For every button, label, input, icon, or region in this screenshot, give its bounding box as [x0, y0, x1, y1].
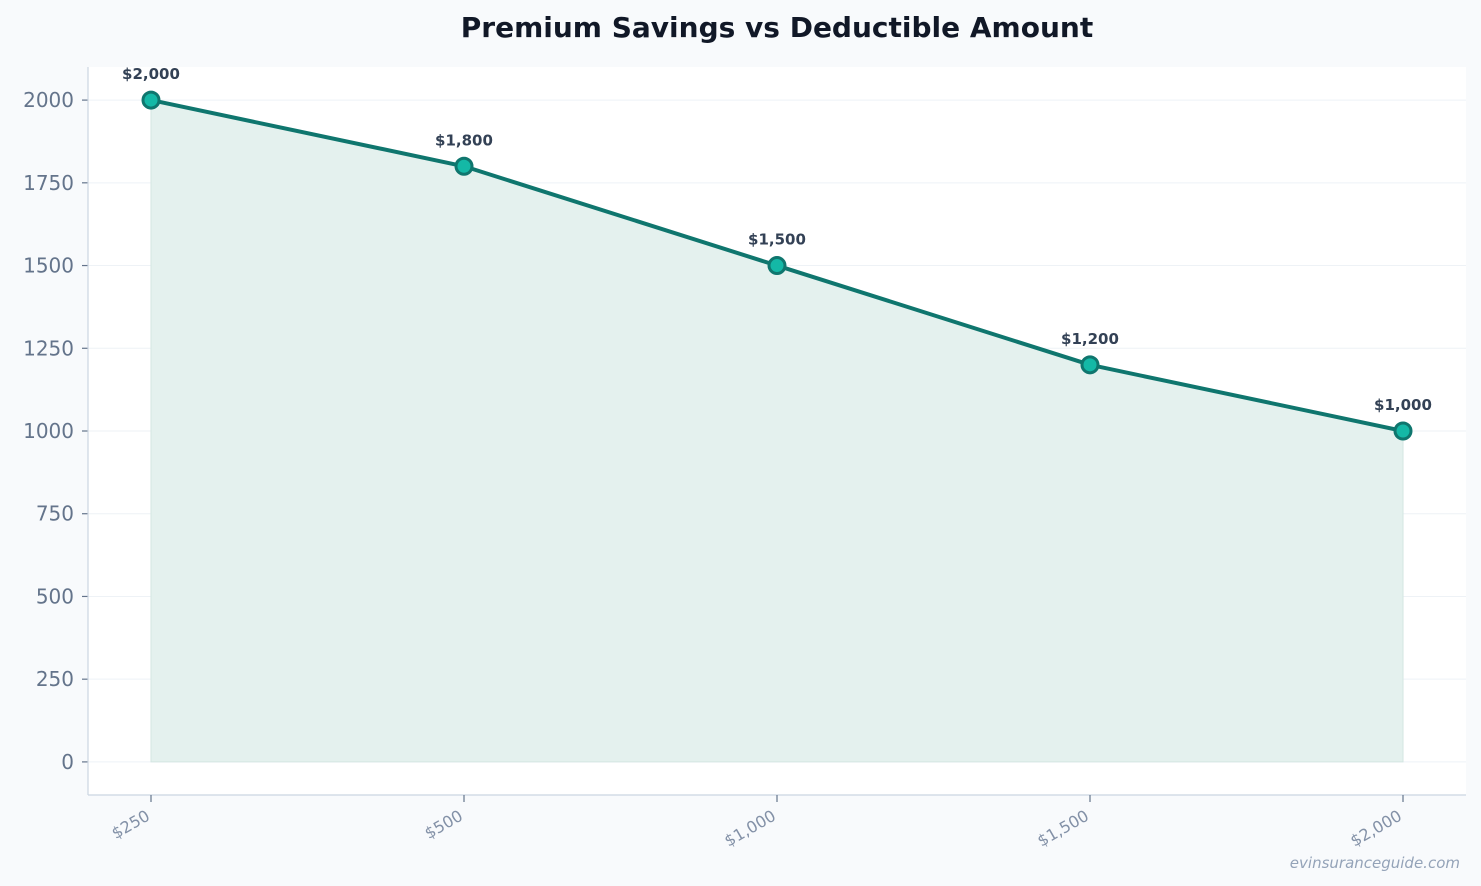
- chart-title: Premium Savings vs Deductible Amount: [461, 11, 1093, 44]
- data-point-marker: [1080, 355, 1100, 375]
- axes: [82, 67, 1466, 802]
- y-tick-label: 1750: [23, 171, 74, 195]
- y-tick-label: 1000: [23, 419, 74, 443]
- marker-layer: [141, 90, 1413, 441]
- y-tick-labels: 0 250 500 750 1000 1250 1500 1750 2000: [23, 88, 74, 774]
- y-tick-label: 0: [61, 750, 74, 774]
- y-tick-label: 750: [36, 502, 74, 526]
- y-tick-label: 250: [36, 667, 74, 691]
- y-tick-label: 1250: [23, 336, 74, 360]
- data-point-marker: [454, 156, 474, 176]
- data-point-marker: [767, 256, 787, 276]
- data-label: $1,200: [1061, 330, 1119, 348]
- data-label: $1,000: [1374, 396, 1432, 414]
- data-label-layer: $2,000 $1,800 $1,500 $1,200 $1,000: [122, 65, 1432, 414]
- data-label: $2,000: [122, 65, 180, 83]
- y-tick-label: 500: [36, 584, 74, 608]
- y-tick-label: 1500: [23, 254, 74, 278]
- y-tick-label: 2000: [23, 88, 74, 112]
- watermark-text: evinsuranceguide.com: [1290, 854, 1460, 872]
- data-label: $1,500: [748, 231, 806, 249]
- data-label: $1,800: [435, 131, 493, 149]
- data-point-marker: [1393, 421, 1413, 441]
- data-point-marker: [141, 90, 161, 110]
